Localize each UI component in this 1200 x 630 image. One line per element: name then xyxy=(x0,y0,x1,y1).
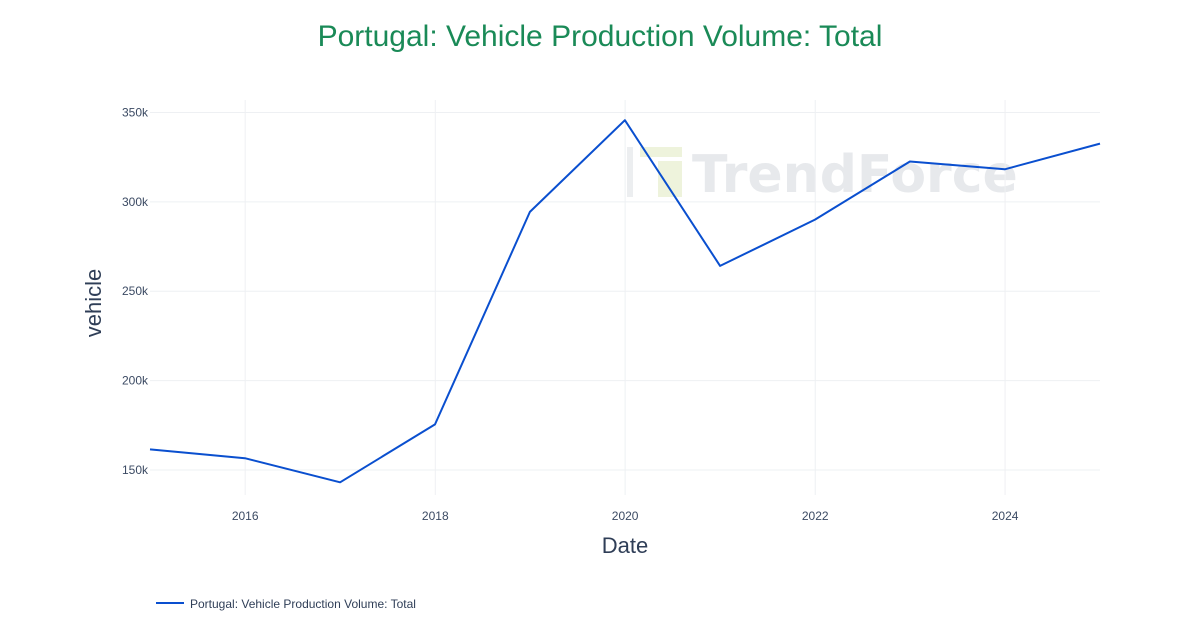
legend[interactable]: Portugal: Vehicle Production Volume: Tot… xyxy=(156,597,416,611)
y-tick-label: 200k xyxy=(122,374,149,388)
y-tick-label: 150k xyxy=(122,463,149,477)
series-layer xyxy=(149,119,1101,484)
series-line[interactable] xyxy=(149,119,1101,484)
grid xyxy=(150,100,1100,495)
x-tick-label: 2024 xyxy=(992,509,1019,523)
x-axis: 2016 2018 2020 2022 2024 xyxy=(232,509,1019,523)
y-tick-label: 300k xyxy=(122,195,149,209)
legend-label: Portugal: Vehicle Production Volume: Tot… xyxy=(190,597,416,611)
x-tick-label: 2020 xyxy=(612,509,639,523)
y-axis-title: vehicle xyxy=(81,269,106,337)
trendforce-logo-icon xyxy=(627,147,682,197)
x-tick-label: 2016 xyxy=(232,509,259,523)
y-axis: 150k 200k 250k 300k 350k xyxy=(122,106,149,477)
y-tick-label: 250k xyxy=(122,284,149,298)
watermark: TrendForce xyxy=(627,145,1018,205)
chart-title: Portugal: Vehicle Production Volume: Tot… xyxy=(317,20,883,53)
x-tick-label: 2022 xyxy=(802,509,829,523)
y-tick-label: 350k xyxy=(122,106,149,120)
x-axis-title: Date xyxy=(602,533,648,558)
x-tick-label: 2018 xyxy=(422,509,449,523)
